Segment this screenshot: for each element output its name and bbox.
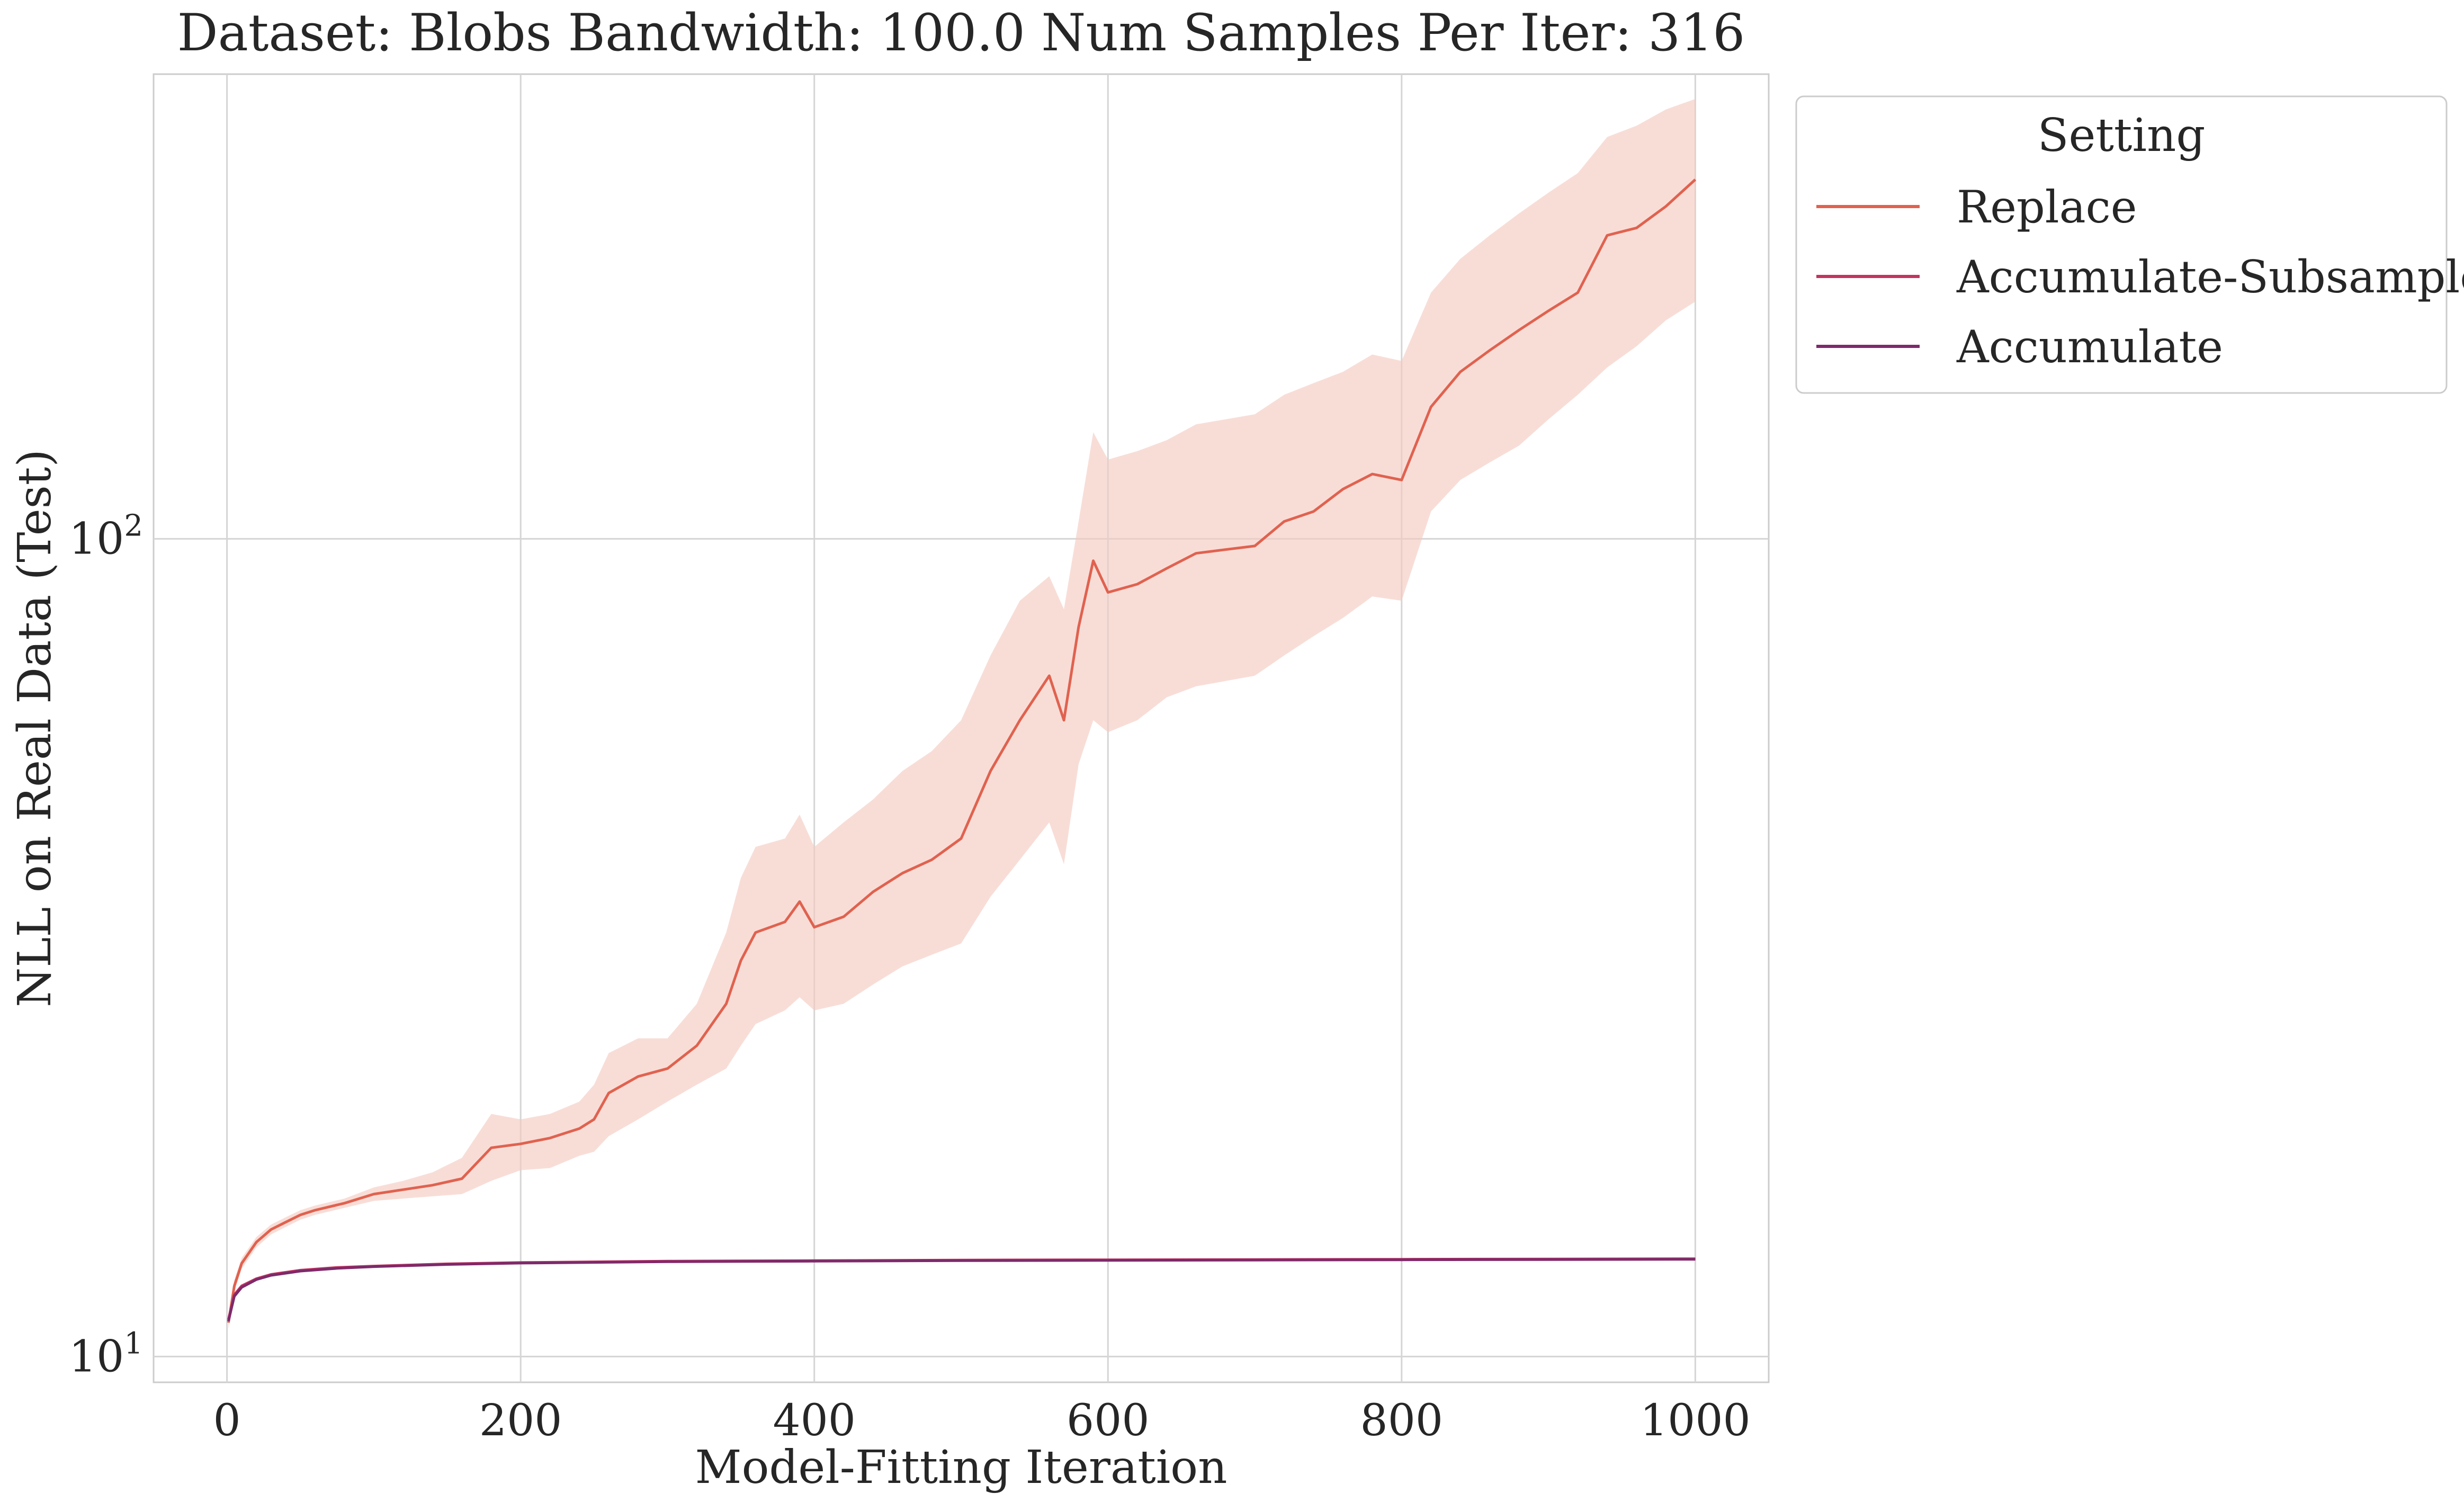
x-tick-label: 0 xyxy=(213,1396,241,1446)
y-axis-label: NLL on Real Data (Test) xyxy=(8,449,61,1007)
legend-label: Accumulate-Subsample xyxy=(1956,251,2464,303)
series-line xyxy=(227,1258,1696,1321)
legend-title: Setting xyxy=(2038,109,2206,162)
x-tick-label: 400 xyxy=(773,1396,856,1446)
chart-title: Dataset: Blobs Bandwidth: 100.0 Num Samp… xyxy=(177,3,1745,62)
plot-area xyxy=(153,73,1770,1383)
y-axis-ticks: 101 102 xyxy=(69,508,143,1382)
legend-box xyxy=(1795,95,2448,394)
legend-label: Accumulate xyxy=(1956,321,2223,373)
legend-label: Replace xyxy=(1957,181,2137,233)
x-tick-label: 600 xyxy=(1067,1396,1150,1446)
series-line xyxy=(227,178,1697,1323)
x-tick-label: 800 xyxy=(1360,1396,1444,1446)
series-lines xyxy=(227,178,1697,1323)
confidence-band xyxy=(228,99,1696,1329)
legend: Setting Replace Accumulate-Subsample Accum… xyxy=(1795,95,2464,394)
x-tick-label: 1000 xyxy=(1640,1396,1751,1446)
y-tick-label: 101 xyxy=(69,1326,143,1382)
x-tick-label: 200 xyxy=(479,1396,562,1446)
legend-items: Replace Accumulate-Subsample Accumulate xyxy=(1816,181,2464,373)
confidence-bands xyxy=(228,99,1696,1329)
x-axis-label: Model-Fitting Iteration xyxy=(695,1441,1227,1494)
x-axis-ticks: 0 200 400 600 800 1000 xyxy=(213,1396,1751,1446)
y-tick-label: 102 xyxy=(69,508,143,564)
